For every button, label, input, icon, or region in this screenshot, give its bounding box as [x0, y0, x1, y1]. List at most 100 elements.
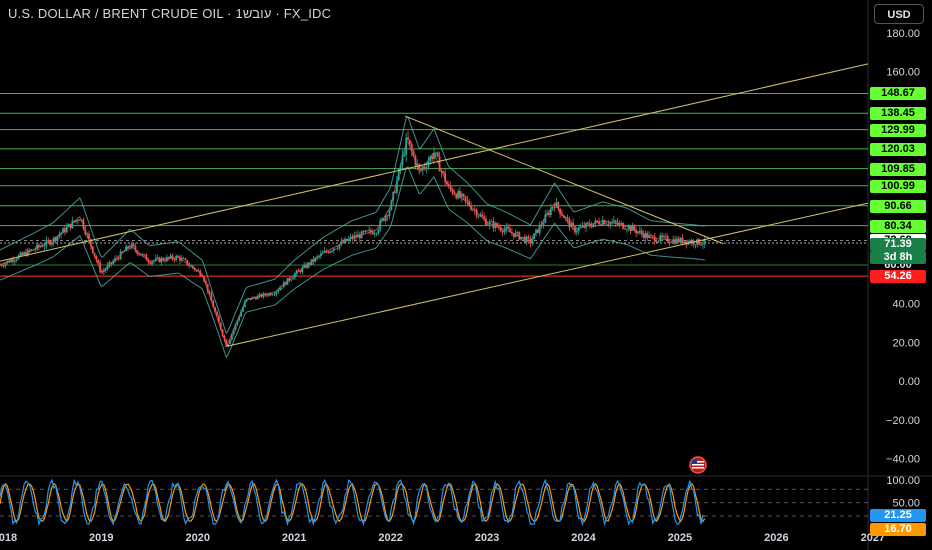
- candle-body: [392, 191, 395, 201]
- candle-body: [644, 233, 647, 238]
- candle-body: [86, 233, 89, 235]
- candle-body: [594, 220, 597, 224]
- candle-body: [102, 270, 105, 273]
- candle-body: [65, 226, 68, 233]
- time-tick-label: 2021: [282, 532, 306, 544]
- candle-body: [514, 232, 517, 237]
- candle-body: [650, 235, 652, 236]
- time-tick-label: 2018: [0, 532, 17, 544]
- candle-body: [496, 223, 498, 227]
- candle-body: [579, 226, 582, 228]
- candle-body: [332, 248, 335, 251]
- candle-body: [466, 199, 469, 202]
- candle-body: [587, 222, 589, 224]
- candle-body: [193, 267, 196, 271]
- candle-body: [30, 249, 33, 251]
- candle-body: [351, 236, 354, 239]
- candle-body: [481, 214, 484, 217]
- candle-body: [659, 235, 662, 241]
- currency-button[interactable]: USD: [874, 4, 924, 24]
- candle-body: [0, 265, 3, 266]
- candle-body: [344, 238, 346, 243]
- candle-body: [483, 216, 485, 219]
- candle-body: [444, 172, 447, 182]
- candle-body: [414, 155, 417, 166]
- candle-body: [566, 217, 569, 219]
- candle-body: [598, 221, 600, 225]
- trendlines: [0, 63, 869, 347]
- candle-body: [54, 237, 57, 242]
- candle-body: [78, 219, 81, 221]
- candle-body: [56, 236, 59, 242]
- candle-body: [230, 334, 233, 340]
- candle-body: [271, 294, 274, 296]
- candle-body: [169, 255, 172, 259]
- candle-body: [340, 241, 343, 245]
- stoch-d-value: 16.70: [870, 523, 926, 537]
- candle-body: [609, 222, 612, 225]
- candle-body: [234, 324, 237, 330]
- candle-body: [407, 137, 409, 140]
- candle-body: [23, 252, 26, 255]
- candle-body: [492, 221, 495, 229]
- candle-body: [255, 297, 257, 300]
- candle-body: [212, 300, 215, 308]
- candle-body: [557, 202, 560, 209]
- candle-body: [242, 306, 244, 312]
- candle-body: [690, 240, 693, 244]
- candle-body: [221, 329, 224, 336]
- candle-body: [416, 164, 419, 166]
- candle-body: [399, 165, 402, 169]
- candle-body: [468, 201, 471, 206]
- candle-body: [197, 270, 200, 271]
- candle-body: [256, 295, 259, 300]
- symbol-title[interactable]: U.S. DOLLAR / BRENT CRUDE OIL · 1עובש · …: [8, 6, 332, 21]
- candle-body: [544, 214, 547, 223]
- stoch-d-line: [0, 482, 706, 523]
- candle-body: [470, 205, 472, 210]
- candle-body: [433, 153, 435, 159]
- candle-body: [345, 238, 348, 241]
- level-price-tag: 80.34: [870, 219, 926, 233]
- candle-body: [455, 194, 458, 199]
- us-flag-icon[interactable]: [689, 456, 707, 474]
- candle-body: [95, 256, 98, 261]
- candle-body: [247, 298, 250, 299]
- candle-body: [505, 226, 508, 230]
- candle-body: [629, 225, 632, 231]
- candle-body: [655, 241, 658, 243]
- candle-body: [488, 221, 491, 225]
- candle-body: [538, 224, 541, 233]
- candle-body: [464, 196, 467, 200]
- candle-body: [442, 170, 445, 173]
- candle-body: [305, 264, 307, 268]
- candle-body: [73, 220, 76, 222]
- candle-body: [614, 220, 617, 223]
- candle-body: [206, 283, 209, 292]
- candle-body: [421, 166, 424, 171]
- candle-body: [384, 215, 387, 221]
- candle-body: [269, 293, 272, 295]
- candle-body: [700, 244, 702, 246]
- candle-body: [167, 257, 170, 259]
- candle-body: [651, 235, 654, 237]
- candle-body: [153, 260, 155, 262]
- candle-body: [564, 217, 567, 219]
- candle-body: [121, 251, 124, 253]
- level-price-tag: 109.85: [870, 162, 926, 176]
- trendline: [404, 115, 724, 245]
- candle-body: [19, 252, 22, 256]
- oscillator-pane: 100.00 50.00: [0, 475, 920, 527]
- candle-body: [575, 231, 578, 233]
- candle-body: [262, 293, 265, 297]
- current-price-tag: 71.39: [870, 237, 926, 251]
- candle-body: [698, 238, 701, 245]
- candle-body: [316, 256, 319, 258]
- candle-body: [184, 258, 187, 261]
- candle-body: [681, 237, 684, 244]
- candle-body: [423, 166, 426, 168]
- candle-body: [134, 246, 137, 251]
- candle-body: [199, 270, 202, 276]
- candle-body: [225, 339, 228, 347]
